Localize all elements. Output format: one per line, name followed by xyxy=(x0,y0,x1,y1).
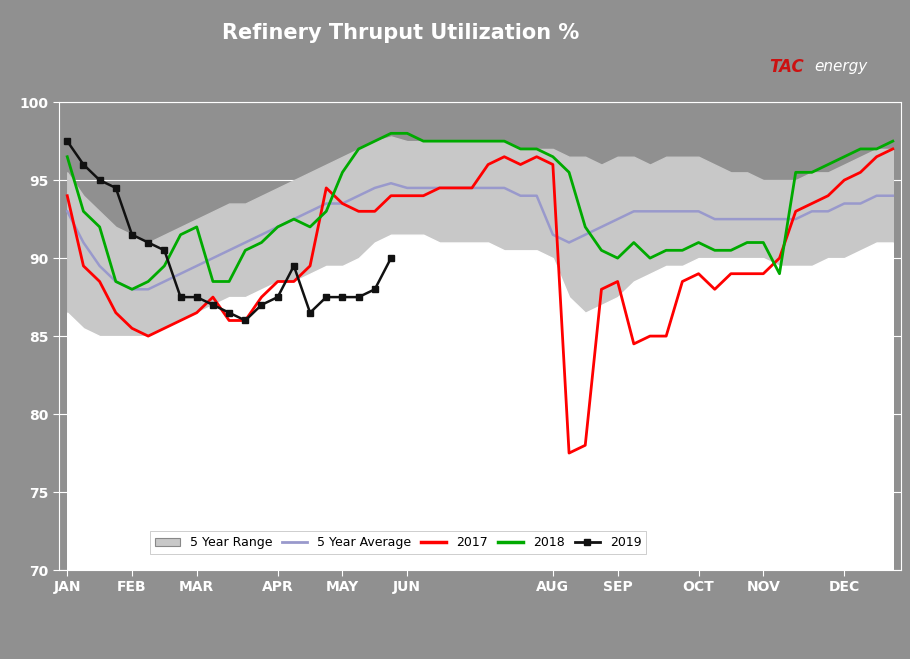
Text: energy: energy xyxy=(814,59,868,74)
Text: TAC: TAC xyxy=(769,58,804,76)
Legend: 5 Year Range, 5 Year Average, 2017, 2018, 2019: 5 Year Range, 5 Year Average, 2017, 2018… xyxy=(149,531,646,554)
Text: Refinery Thruput Utilization %: Refinery Thruput Utilization % xyxy=(222,22,579,43)
